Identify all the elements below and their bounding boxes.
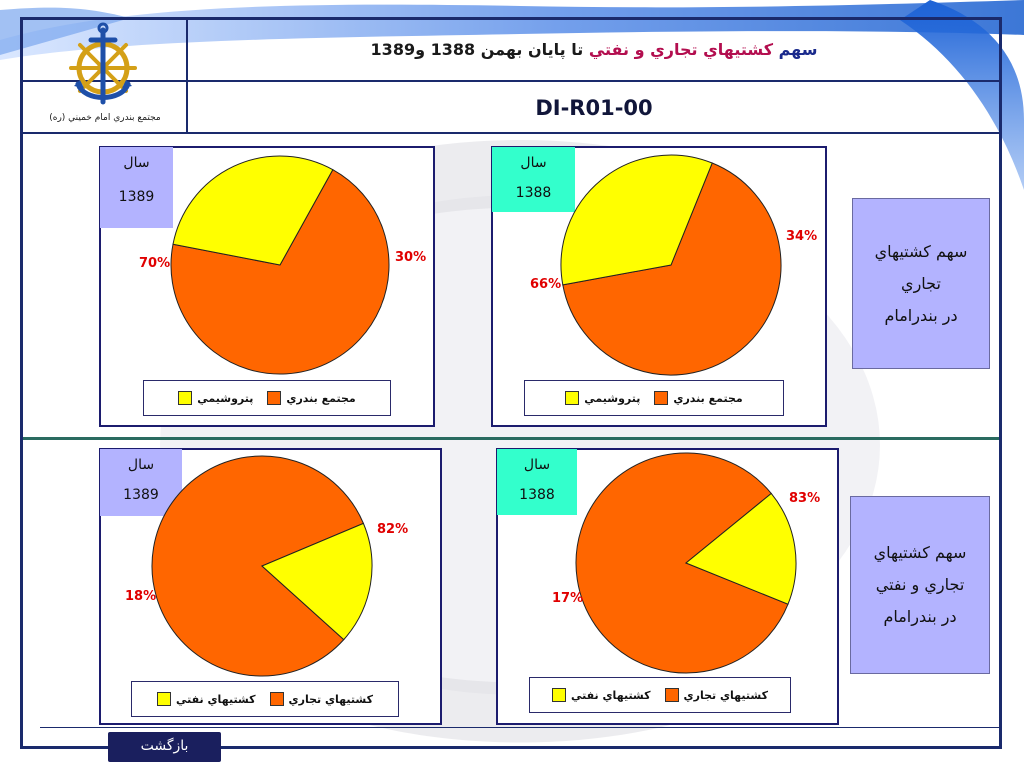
legend-item-a: مجتمع بندري — [267, 391, 356, 405]
title-part-3: تا پايان بهمن 1388 و1389 — [370, 40, 584, 59]
legend-top-left: مجتمع بندري پتروشيمي — [143, 380, 391, 416]
year-value: 1388 — [519, 487, 555, 503]
organization-name: مجتمع بندري امام خميني (ره) — [49, 113, 161, 123]
side-box-line-2: تجاري — [901, 273, 941, 293]
year-box-top-left: سال 1389 — [100, 147, 173, 228]
side-box-line-1: سهم کشتيهاي — [873, 543, 967, 562]
legend-swatch-orange — [664, 688, 679, 702]
year-label: سال — [123, 155, 150, 171]
pie-label-b-top-left: 30% — [395, 250, 427, 265]
back-button[interactable]: بازگشت — [108, 732, 221, 762]
footer-divider — [40, 727, 1000, 728]
pie-label-b-bottom-left: 18% — [125, 589, 157, 604]
document-code: DI-R01-00 — [535, 96, 653, 120]
year-box-bottom-right: سال 1388 — [497, 449, 577, 515]
year-box-bottom-left: سال 1389 — [100, 449, 182, 516]
legend-item-b: کشتيهاي نفتي — [551, 688, 651, 702]
legend-item-a: کشتيهاي تجاري — [664, 688, 768, 702]
side-box-line-3: در بندرامام — [884, 305, 958, 325]
header-bottom-divider — [23, 132, 999, 134]
anchor-wheel-logo — [69, 22, 137, 105]
header-divider — [23, 80, 999, 82]
legend-bottom-left: کشتيهاي تجاري کشتيهاي نفتي — [131, 681, 399, 717]
legend-swatch-orange — [267, 391, 282, 405]
year-label: سال — [520, 155, 547, 171]
legend-swatch-orange — [269, 692, 284, 706]
pie-label-a-top-right: 66% — [530, 277, 562, 292]
year-value: 1389 — [123, 487, 159, 503]
year-value: 1388 — [515, 185, 552, 201]
legend-swatch-orange — [654, 391, 669, 405]
legend-bottom-right: کشتيهاي تجاري کشتيهاي نفتي — [529, 677, 791, 713]
title-part-1: سهم — [778, 40, 818, 59]
side-box-line-1: سهم کشتيهاي — [874, 241, 968, 261]
year-label: سال — [127, 457, 155, 473]
year-value: 1389 — [118, 189, 155, 205]
side-info-box-top: سهم کشتيهاي تجاري در بندرامام — [852, 198, 990, 369]
side-box-line-3: در بندرامام — [883, 607, 957, 626]
legend-swatch-yellow — [551, 688, 566, 702]
year-label: سال — [523, 457, 551, 473]
pie-label-a-bottom-right: 83% — [789, 491, 821, 506]
legend-item-b: پتروشيمي — [178, 391, 253, 405]
pie-label-a-bottom-left: 82% — [377, 522, 409, 537]
pie-label-a-top-left: 70% — [139, 256, 171, 271]
legend-item-a: کشتيهاي تجاري — [269, 692, 373, 706]
legend-item-b: پتروشيمي — [565, 391, 640, 405]
pie-label-b-bottom-right: 17% — [552, 591, 584, 606]
legend-swatch-yellow — [178, 391, 193, 405]
side-box-line-2: تجاري و نفتي — [875, 575, 965, 594]
legend-item-a: مجتمع بندري — [654, 391, 743, 405]
title-part-2: کشتيهاي تجاري و نفتي — [588, 40, 774, 59]
legend-swatch-yellow — [156, 692, 171, 706]
legend-top-right: مجتمع بندري پتروشيمي — [524, 380, 784, 416]
main-frame — [20, 17, 1002, 749]
side-info-box-bottom: سهم کشتيهاي تجاري و نفتي در بندرامام — [850, 496, 990, 674]
year-box-top-right: سال 1388 — [492, 147, 575, 212]
header-vertical-divider — [186, 20, 188, 133]
legend-item-b: کشتيهاي نفتي — [156, 692, 256, 706]
page-title: سهم کشتيهاي تجاري و نفتي تا پايان بهمن 1… — [190, 28, 998, 72]
section-divider — [23, 437, 999, 440]
pie-label-b-top-right: 34% — [786, 229, 818, 244]
legend-swatch-yellow — [565, 391, 580, 405]
